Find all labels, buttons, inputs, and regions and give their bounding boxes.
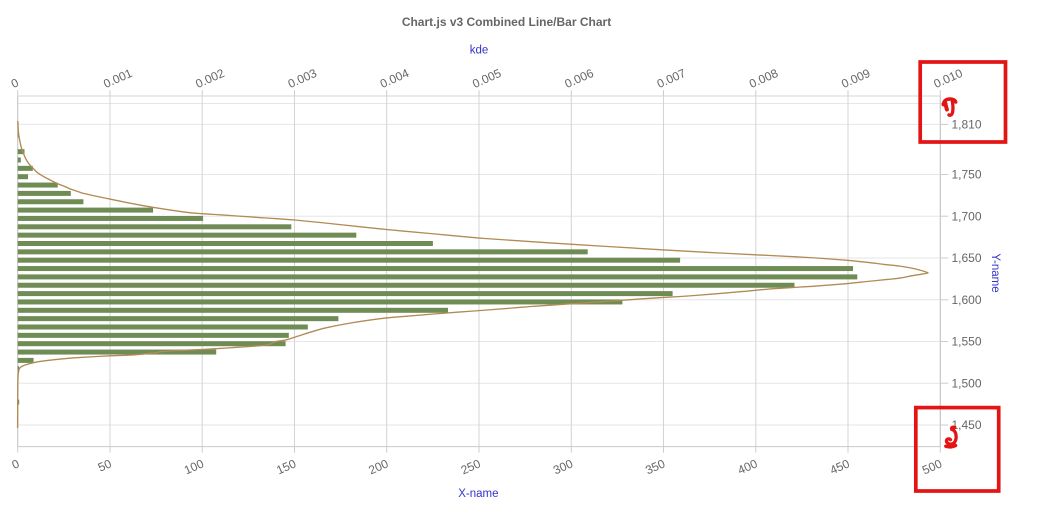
svg-text:1,750: 1,750 [952, 168, 982, 182]
svg-text:kde: kde [470, 45, 489, 57]
svg-text:1,500: 1,500 [952, 376, 982, 390]
svg-text:Chart.js v3 Combined Line/Bar: Chart.js v3 Combined Line/Bar Chart [402, 15, 611, 29]
svg-text:1,550: 1,550 [952, 335, 982, 349]
svg-text:X-name: X-name [458, 488, 498, 500]
svg-text:1,810: 1,810 [952, 118, 982, 132]
svg-text:1,650: 1,650 [952, 251, 982, 265]
svg-text:1,600: 1,600 [952, 293, 982, 307]
svg-text:1,700: 1,700 [952, 209, 982, 223]
svg-text:Y-name: Y-name [989, 253, 1001, 292]
svg-text:1,450: 1,450 [952, 418, 982, 432]
svg-text:50: 50 [96, 456, 114, 474]
